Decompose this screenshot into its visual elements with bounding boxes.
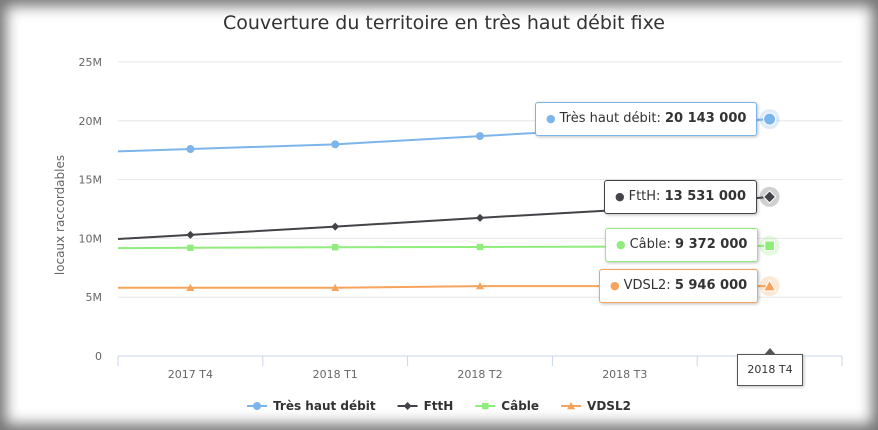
data-point — [476, 282, 484, 290]
data-point — [187, 244, 194, 252]
chart-title: Couverture du territoire en très haut dé… — [223, 12, 665, 34]
tooltip-dot-icon: ● — [615, 190, 625, 203]
data-point — [476, 243, 484, 251]
data-point — [331, 222, 340, 231]
data-point — [764, 240, 775, 252]
x-hover-arrow-icon — [764, 348, 776, 355]
legend-marker — [567, 402, 576, 410]
data-point — [331, 140, 340, 149]
y-axis-label: locaux raccordables — [53, 155, 67, 275]
data-point — [186, 283, 195, 291]
data-point — [331, 283, 340, 291]
y-tick-label: 15M — [79, 174, 103, 187]
legend-item: Très haut débit — [247, 399, 376, 413]
data-point — [762, 190, 777, 204]
legend-label: Câble — [501, 399, 539, 413]
x-tick-label: 2018 T2 — [457, 368, 502, 381]
data-point — [762, 279, 777, 292]
y-tick-label: 0 — [95, 350, 102, 363]
y-tick-label: 20M — [79, 115, 103, 128]
data-point — [332, 244, 339, 251]
legend-item: Câble — [475, 399, 539, 413]
y-tick-label: 5M — [86, 291, 103, 304]
legend-item: VDSL2 — [561, 399, 631, 413]
data-point — [186, 145, 195, 154]
tooltip-cable: ● Câble: 9 372 000 — [605, 228, 759, 262]
legend-marker — [403, 402, 412, 410]
legend-marker — [482, 402, 489, 410]
legend-marker — [253, 402, 262, 410]
y-tick-label: 10M — [79, 232, 103, 245]
tooltip-ftth: ● FttH: 13 531 000 — [604, 180, 757, 214]
data-point — [476, 132, 484, 141]
legend-item: FttH — [397, 399, 454, 413]
tooltip-tres-haut-debit: ● Très haut débit: 20 143 000 — [535, 102, 758, 136]
data-point — [476, 213, 484, 222]
x-tick-label: 2017 T4 — [168, 368, 213, 381]
data-point — [763, 112, 777, 126]
y-tick-label: 25M — [79, 56, 103, 69]
legend-label: VDSL2 — [587, 399, 631, 413]
x-axis-hover-label: 2018 T4 — [737, 348, 803, 386]
tooltip-dot-icon: ● — [546, 112, 556, 125]
legend-label: FttH — [424, 399, 454, 413]
legend-label: Très haut débit — [273, 399, 376, 413]
tooltip-dot-icon: ● — [610, 279, 620, 292]
tooltip-vdsl2: ● VDSL2: 5 946 000 — [599, 269, 759, 303]
x-tick-label: 2018 T1 — [313, 368, 358, 381]
tooltip-dot-icon: ● — [616, 238, 626, 251]
x-tick-label: 2018 T3 — [602, 368, 647, 381]
data-point — [186, 230, 195, 239]
